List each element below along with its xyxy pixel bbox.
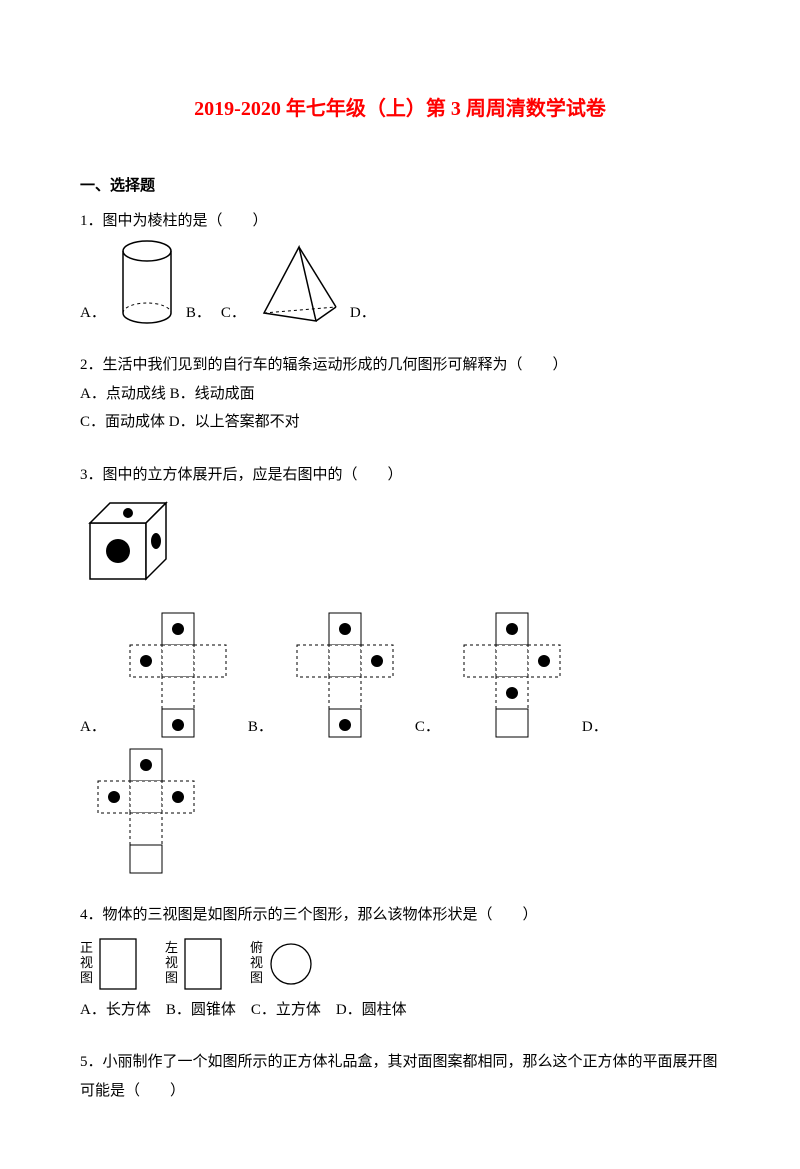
left-view: 左 视 图 — [165, 938, 222, 990]
net-option-b-icon — [279, 609, 411, 741]
q2-opts-line2: C．面动成体 D．以上答案都不对 — [80, 408, 720, 437]
top-view-label: 俯 视 图 — [250, 941, 263, 986]
cylinder-icon — [116, 239, 178, 327]
question-3: 3．图中的立方体展开后，应是右图中的（ ） A． — [80, 461, 720, 878]
q4-views: 正 视 图 左 视 图 俯 视 图 — [80, 938, 720, 990]
question-2: 2．生活中我们见到的自行车的辐条运动形成的几何图形可解释为（ ） A．点动成线 … — [80, 351, 720, 437]
q3-opt-b-label: B． — [248, 713, 273, 742]
top-view-circle-icon — [269, 942, 313, 986]
net-option-c-icon — [446, 609, 578, 741]
q1-stem: 1．图中为棱柱的是（ ） — [80, 207, 720, 236]
exam-page: 2019-2020 年七年级（上）第 3 周周清数学试卷 一、选择题 1．图中为… — [0, 0, 800, 1169]
q3-options: A． B． — [80, 609, 720, 877]
top-view: 俯 视 图 — [250, 941, 313, 986]
q2-stem: 2．生活中我们见到的自行车的辐条运动形成的几何图形可解释为（ ） — [80, 351, 720, 380]
net-option-a-icon — [112, 609, 244, 741]
net-option-d-icon — [80, 745, 212, 877]
question-1: 1．图中为棱柱的是（ ） A． B． C． D． — [80, 207, 720, 328]
front-view-rect-icon — [99, 938, 137, 990]
q1-options: A． B． C． D． — [80, 239, 720, 327]
q2-opts-line1: A．点动成线 B．线动成面 — [80, 380, 720, 409]
q3-opt-c-label: C． — [415, 713, 440, 742]
front-view-label: 正 视 图 — [80, 941, 93, 986]
q1-opt-c-label: C． — [221, 299, 246, 328]
cube-with-dots-icon — [80, 495, 190, 595]
q3-opt-d-label: D． — [582, 713, 608, 742]
section-1-heading: 一、选择题 — [80, 172, 720, 201]
front-view: 正 视 图 — [80, 938, 137, 990]
left-view-label: 左 视 图 — [165, 941, 178, 986]
q4-stem: 4．物体的三视图是如图所示的三个图形，那么该物体形状是（ ） — [80, 901, 720, 930]
q1-opt-b-label: B． — [186, 299, 211, 328]
question-4: 4．物体的三视图是如图所示的三个图形，那么该物体形状是（ ） 正 视 图 左 视… — [80, 901, 720, 1024]
pyramid-icon — [256, 241, 342, 327]
left-view-rect-icon — [184, 938, 222, 990]
q5-stem: 5．小丽制作了一个如图所示的正方体礼品盒，其对面图案都相同，那么这个正方体的平面… — [80, 1048, 720, 1105]
question-5: 5．小丽制作了一个如图所示的正方体礼品盒，其对面图案都相同，那么这个正方体的平面… — [80, 1048, 720, 1105]
q3-opt-a-label: A． — [80, 713, 106, 742]
q3-stem: 3．图中的立方体展开后，应是右图中的（ ） — [80, 461, 720, 490]
q1-opt-d-label: D． — [350, 299, 376, 328]
q1-opt-a-label: A． — [80, 299, 106, 328]
page-title: 2019-2020 年七年级（上）第 3 周周清数学试卷 — [80, 90, 720, 128]
q4-options: A．长方体 B．圆锥体 C．立方体 D．圆柱体 — [80, 996, 720, 1025]
